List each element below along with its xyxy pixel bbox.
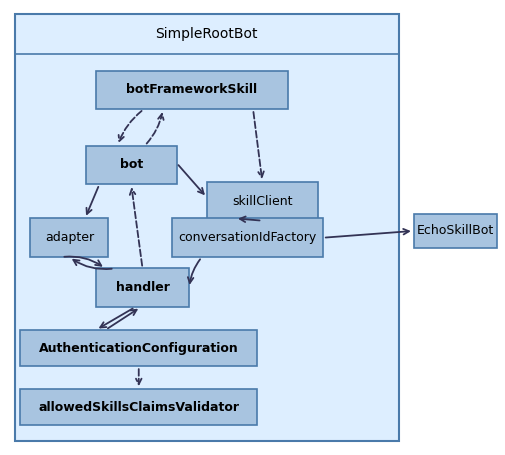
Text: allowedSkillsClaimsValidator: allowedSkillsClaimsValidator xyxy=(38,401,239,414)
FancyArrowPatch shape xyxy=(240,217,260,222)
FancyArrowPatch shape xyxy=(178,165,204,194)
FancyArrowPatch shape xyxy=(86,187,98,214)
FancyBboxPatch shape xyxy=(414,214,497,248)
Text: AuthenticationConfiguration: AuthenticationConfiguration xyxy=(39,342,239,354)
Text: conversationIdFactory: conversationIdFactory xyxy=(178,231,316,244)
Text: SimpleRootBot: SimpleRootBot xyxy=(156,27,258,40)
FancyArrowPatch shape xyxy=(108,310,137,329)
FancyArrowPatch shape xyxy=(119,111,141,141)
Text: handler: handler xyxy=(116,281,170,294)
FancyArrowPatch shape xyxy=(100,308,133,328)
FancyArrowPatch shape xyxy=(64,257,102,266)
FancyBboxPatch shape xyxy=(96,71,287,109)
FancyBboxPatch shape xyxy=(20,330,258,366)
Text: adapter: adapter xyxy=(45,231,94,244)
FancyArrowPatch shape xyxy=(73,260,112,269)
FancyBboxPatch shape xyxy=(207,182,318,221)
FancyBboxPatch shape xyxy=(30,218,109,257)
FancyArrowPatch shape xyxy=(146,114,164,143)
Text: botFrameworkSkill: botFrameworkSkill xyxy=(126,83,257,96)
FancyArrowPatch shape xyxy=(254,112,264,177)
FancyBboxPatch shape xyxy=(15,14,398,441)
Text: skillClient: skillClient xyxy=(232,195,292,208)
Text: bot: bot xyxy=(120,158,143,172)
FancyBboxPatch shape xyxy=(172,218,323,257)
FancyArrowPatch shape xyxy=(136,369,141,384)
Text: EchoSkillBot: EchoSkillBot xyxy=(417,224,494,238)
FancyBboxPatch shape xyxy=(96,268,189,307)
FancyArrowPatch shape xyxy=(188,259,200,283)
FancyArrowPatch shape xyxy=(326,229,409,238)
FancyArrowPatch shape xyxy=(130,189,142,266)
FancyBboxPatch shape xyxy=(20,389,258,425)
FancyBboxPatch shape xyxy=(86,146,177,184)
